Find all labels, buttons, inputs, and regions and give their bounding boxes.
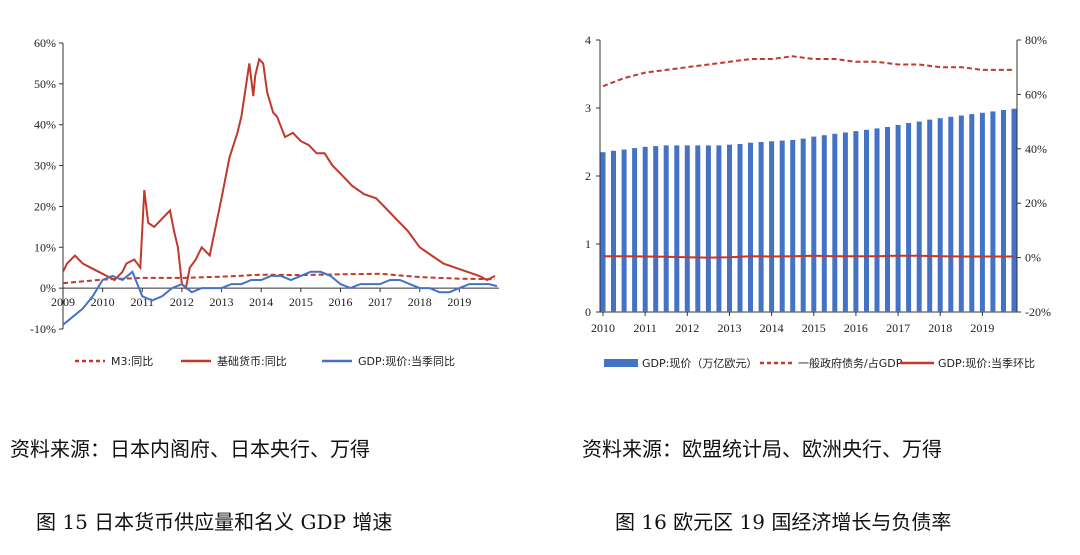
left-series-line-1	[62, 57, 496, 291]
left-x-tick-label: 2009	[51, 295, 75, 309]
left-y-tick-label: 20%	[34, 199, 56, 213]
right-gdp-bar	[885, 127, 890, 312]
right-y2-tick-label: 20%	[1025, 196, 1047, 210]
right-x-tick-label: 2010	[591, 321, 615, 335]
right-gdp-bar	[1011, 108, 1017, 312]
right-y2-tick-label: 40%	[1025, 142, 1047, 156]
right-x-tick-label: 2016	[844, 321, 868, 335]
left-x-tick-label: 2015	[289, 295, 313, 309]
right-x-tick-label: 2012	[675, 321, 699, 335]
right-legend-swatch	[604, 359, 638, 367]
right-gdp-bar	[674, 145, 680, 312]
right-gdp-bar	[695, 145, 701, 312]
right-source-note: 资料来源：欧盟统计局、欧洲央行、万得	[582, 437, 942, 461]
left-x-tick-label: 2014	[249, 295, 273, 309]
right-gdp-bar	[990, 111, 996, 313]
right-gdp-bar	[727, 144, 732, 312]
right-gdp-bar	[874, 128, 880, 312]
right-gdp-bar	[916, 121, 922, 312]
right-gdp-bar	[895, 125, 901, 312]
right-gdp-bar	[821, 135, 827, 312]
left-y-tick-label: 30%	[34, 159, 56, 173]
right-y2-tick-label: 80%	[1025, 33, 1047, 47]
right-legend-label: GDP:现价（万亿欧元）	[642, 357, 757, 370]
right-gdp-bar	[832, 133, 838, 312]
right-gdp-bar	[864, 129, 869, 312]
right-gdp-bar	[769, 141, 775, 312]
right-gdp-bar	[853, 131, 859, 312]
left-series-line-2	[62, 270, 498, 326]
left-legend-label: 基础货币:同比	[217, 354, 287, 368]
right-x-tick-label: 2017	[886, 321, 910, 335]
right-gdp-bar	[716, 145, 722, 312]
right-x-tick-label: 2019	[970, 321, 994, 335]
right-series-line-1	[602, 55, 1014, 88]
left-x-tick-label: 2018	[408, 295, 432, 309]
right-y2-tick-label: -20%	[1025, 305, 1051, 319]
right-gdp-bar	[758, 142, 764, 312]
right-gdp-bar	[600, 152, 606, 312]
left-legend-label: M3:同比	[111, 355, 153, 368]
right-gdp-bar	[790, 140, 796, 312]
right-x-tick-label: 2018	[928, 321, 952, 335]
right-gdp-bar	[927, 119, 933, 312]
left-x-tick-label: 2013	[210, 295, 234, 309]
left-x-tick-label: 2019	[447, 295, 471, 309]
left-x-tick-label: 2017	[368, 295, 392, 309]
left-legend-label: GDP:现价:当季同比	[358, 354, 455, 368]
right-gdp-bar	[1001, 110, 1006, 312]
right-gdp-bar	[937, 118, 943, 312]
right-gdp-bar	[705, 145, 711, 312]
right-gdp-bar	[684, 145, 690, 312]
right-y-tick-label: 4	[585, 33, 591, 47]
right-legend-label: GDP:现价:当季环比	[938, 356, 1035, 370]
right-y-tick-label: 2	[585, 169, 591, 183]
right-gdp-bar	[621, 149, 627, 312]
right-y2-tick-label: 60%	[1025, 87, 1047, 101]
left-figure-caption: 图 15 日本货币供应量和名义 GDP 增速	[36, 510, 393, 534]
left-y-tick-label: 0%	[40, 281, 56, 295]
left-y-tick-label: 50%	[34, 77, 56, 91]
right-y-tick-label: 0	[585, 305, 591, 319]
right-x-tick-label: 2014	[760, 321, 784, 335]
right-gdp-bar	[979, 112, 985, 312]
right-gdp-bar	[811, 136, 817, 312]
right-figure-caption: 图 16 欧元区 19 国经济增长与负债率	[615, 510, 952, 534]
left-x-tick-label: 2016	[328, 295, 352, 309]
right-y-tick-label: 1	[585, 237, 591, 251]
right-legend-label: 一般政府债务/占GDP	[798, 356, 903, 370]
right-gdp-bar	[748, 142, 753, 312]
right-gdp-bar	[969, 114, 975, 312]
right-y-tick-label: 3	[585, 101, 591, 115]
right-gdp-bar	[779, 140, 785, 312]
right-gdp-bar	[842, 132, 848, 312]
left-x-tick-label: 2010	[91, 295, 115, 309]
right-x-tick-label: 2013	[717, 321, 741, 335]
right-gdp-bar	[958, 115, 964, 312]
right-gdp-bar	[663, 145, 669, 312]
right-y2-tick-label: 0%	[1025, 251, 1041, 265]
left-source-note: 资料来源：日本内阁府、日本央行、万得	[10, 437, 370, 461]
right-gdp-bar	[800, 138, 806, 312]
left-y-tick-label: 40%	[34, 118, 56, 132]
left-y-tick-label: -10%	[30, 322, 56, 336]
right-series-line-2	[603, 254, 1014, 259]
right-gdp-bar	[906, 123, 912, 312]
right-gdp-bar	[948, 116, 954, 312]
left-y-tick-label: 10%	[34, 240, 56, 254]
right-gdp-bar	[737, 144, 743, 312]
right-x-tick-label: 2011	[633, 321, 657, 335]
left-x-tick-label: 2012	[170, 295, 194, 309]
right-gdp-bar	[632, 148, 638, 312]
right-gdp-bar	[642, 146, 648, 312]
right-gdp-bar	[653, 146, 659, 312]
right-gdp-bar	[611, 150, 616, 312]
right-x-tick-label: 2015	[802, 321, 826, 335]
left-y-tick-label: 60%	[34, 36, 56, 50]
